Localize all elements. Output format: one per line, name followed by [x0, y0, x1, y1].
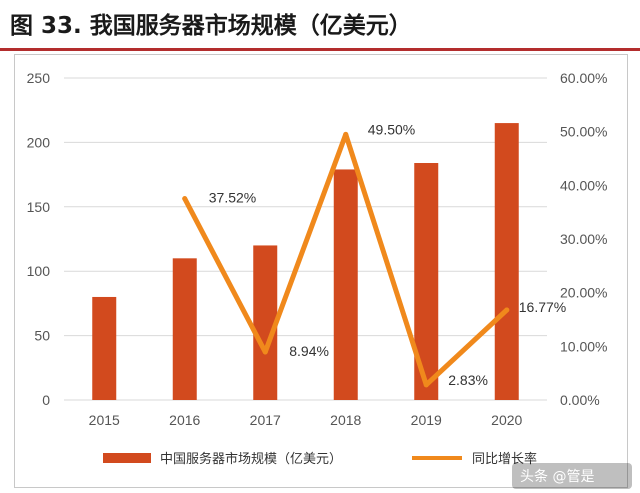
- left-tick-label: 100: [27, 263, 51, 279]
- line-data-label: 49.50%: [368, 121, 415, 137]
- watermark-text: 头条 @管是: [520, 468, 594, 485]
- watermark-backdrop: [512, 463, 632, 489]
- title-rule: [0, 48, 640, 51]
- left-tick-label: 50: [34, 328, 50, 344]
- x-tick-label: 2015: [89, 412, 120, 428]
- x-tick-label: 2018: [330, 412, 361, 428]
- right-axis-ticks: 0.00% 10.00% 20.00% 30.00% 40.00% 50.00% 60.00…: [560, 70, 607, 408]
- bar: [253, 245, 278, 400]
- legend-label-line: 同比增长率: [472, 451, 537, 467]
- line-data-label: 8.94%: [289, 343, 329, 359]
- line-data-label: 2.83%: [448, 372, 488, 388]
- gridlines: [64, 77, 547, 401]
- legend: 中国服务器市场规模（亿美元） 同比增长率: [103, 451, 537, 467]
- left-tick-label: 150: [27, 199, 51, 215]
- watermark: 头条 @管是: [512, 463, 632, 489]
- left-tick-label: 0: [42, 392, 50, 408]
- right-tick-label: 30.00%: [560, 231, 607, 247]
- line-point: [262, 349, 268, 355]
- right-tick-label: 10.00%: [560, 338, 607, 354]
- right-tick-label: 20.00%: [560, 285, 607, 301]
- right-tick-label: 40.00%: [560, 177, 607, 193]
- line-data-label: 16.77%: [519, 299, 566, 315]
- left-tick-label: 250: [27, 70, 51, 86]
- line-series: [182, 131, 510, 388]
- legend-label-bar: 中国服务器市场规模（亿美元）: [160, 451, 342, 467]
- bar: [333, 169, 358, 400]
- line-data-labels: 37.52% 8.94% 49.50% 2.83% 16.77%: [209, 121, 566, 387]
- x-tick-label: 2019: [411, 412, 442, 428]
- bar-series: [92, 123, 519, 400]
- x-tick-label: 2016: [169, 412, 200, 428]
- line-point: [423, 382, 429, 388]
- x-tick-label: 2017: [250, 412, 281, 428]
- line-point: [504, 307, 510, 313]
- right-tick-label: 0.00%: [560, 392, 600, 408]
- left-axis-ticks: 0 50 100 150 200 250: [27, 70, 51, 408]
- x-tick-label: 2020: [491, 412, 522, 428]
- line-data-label: 37.52%: [209, 190, 256, 206]
- line-point: [343, 131, 349, 137]
- bar: [494, 123, 519, 400]
- figure-title: 图 33. 我国服务器市场规模（亿美元）: [10, 13, 412, 39]
- x-axis-ticks: 2015 2016 2017 2018 2019 2020: [89, 412, 523, 428]
- right-tick-label: 60.00%: [560, 70, 607, 86]
- legend-swatch-bar: [103, 453, 151, 463]
- right-tick-label: 50.00%: [560, 124, 607, 140]
- bar: [172, 258, 197, 400]
- chart-frame: [14, 54, 628, 488]
- line-point: [182, 196, 188, 202]
- left-tick-label: 200: [27, 134, 51, 150]
- bar: [92, 296, 117, 400]
